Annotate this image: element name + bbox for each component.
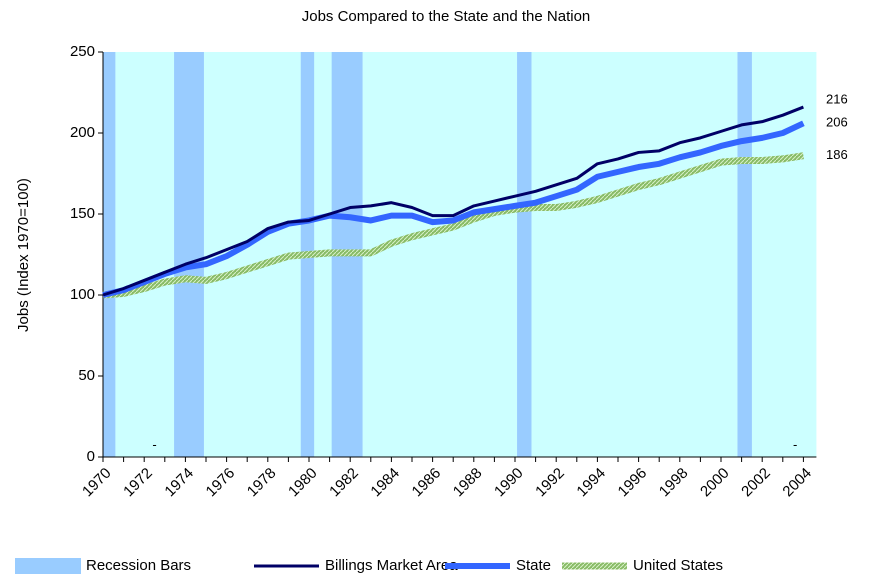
x-tick-label: 1984 — [367, 465, 403, 501]
end-label: 206 — [826, 115, 848, 130]
y-axis-label: Jobs (Index 1970=100) — [15, 178, 32, 332]
legend-label: Recession Bars — [86, 557, 191, 574]
x-tick-label: 1992 — [532, 465, 568, 501]
chart-title: Jobs Compared to the State and the Natio… — [302, 8, 591, 25]
x-tick-label: 1978 — [244, 465, 280, 501]
x-tick-label: 2004 — [779, 465, 815, 501]
x-tick-label: 1998 — [656, 465, 692, 501]
y-tick-label: 150 — [70, 205, 95, 222]
plot-background — [103, 52, 817, 457]
annotation: - — [152, 437, 156, 452]
x-tick-label: 1986 — [409, 465, 445, 501]
x-tick-label: 1990 — [491, 465, 527, 501]
y-tick-label: 0 — [87, 448, 95, 465]
x-tick-label: 1994 — [573, 465, 609, 501]
legend-label: United States — [633, 557, 723, 574]
series-line — [102, 105, 804, 297]
x-tick-label: 1982 — [326, 465, 362, 501]
end-label: 216 — [826, 92, 848, 107]
y-tick-label: 100 — [70, 286, 95, 303]
annotation: - — [793, 437, 797, 452]
end-label: 186 — [826, 147, 848, 162]
y-tick-label: 200 — [70, 124, 95, 141]
legend-swatch — [15, 558, 81, 574]
x-tick-label: 1976 — [203, 465, 239, 501]
y-tick-label: 50 — [78, 367, 95, 384]
series-line — [102, 120, 805, 298]
x-tick-label: 1970 — [79, 465, 115, 501]
x-tick-label: 1988 — [450, 465, 486, 501]
x-tick-label: 1972 — [120, 465, 156, 501]
recession-bar — [103, 52, 116, 457]
series-line — [102, 152, 804, 299]
x-tick-label: 1980 — [285, 465, 321, 501]
recession-bar — [737, 52, 752, 457]
x-tick-label: 1996 — [615, 465, 651, 501]
x-tick-label: 2000 — [697, 465, 733, 501]
x-tick-label: 1974 — [161, 465, 197, 501]
legend-label: Billings Market Area — [325, 557, 458, 574]
recession-bar — [517, 52, 532, 457]
legend-label: State — [516, 557, 551, 574]
y-tick-label: 250 — [70, 43, 95, 60]
x-tick-label: 2002 — [738, 465, 774, 501]
recession-bar — [174, 52, 204, 457]
